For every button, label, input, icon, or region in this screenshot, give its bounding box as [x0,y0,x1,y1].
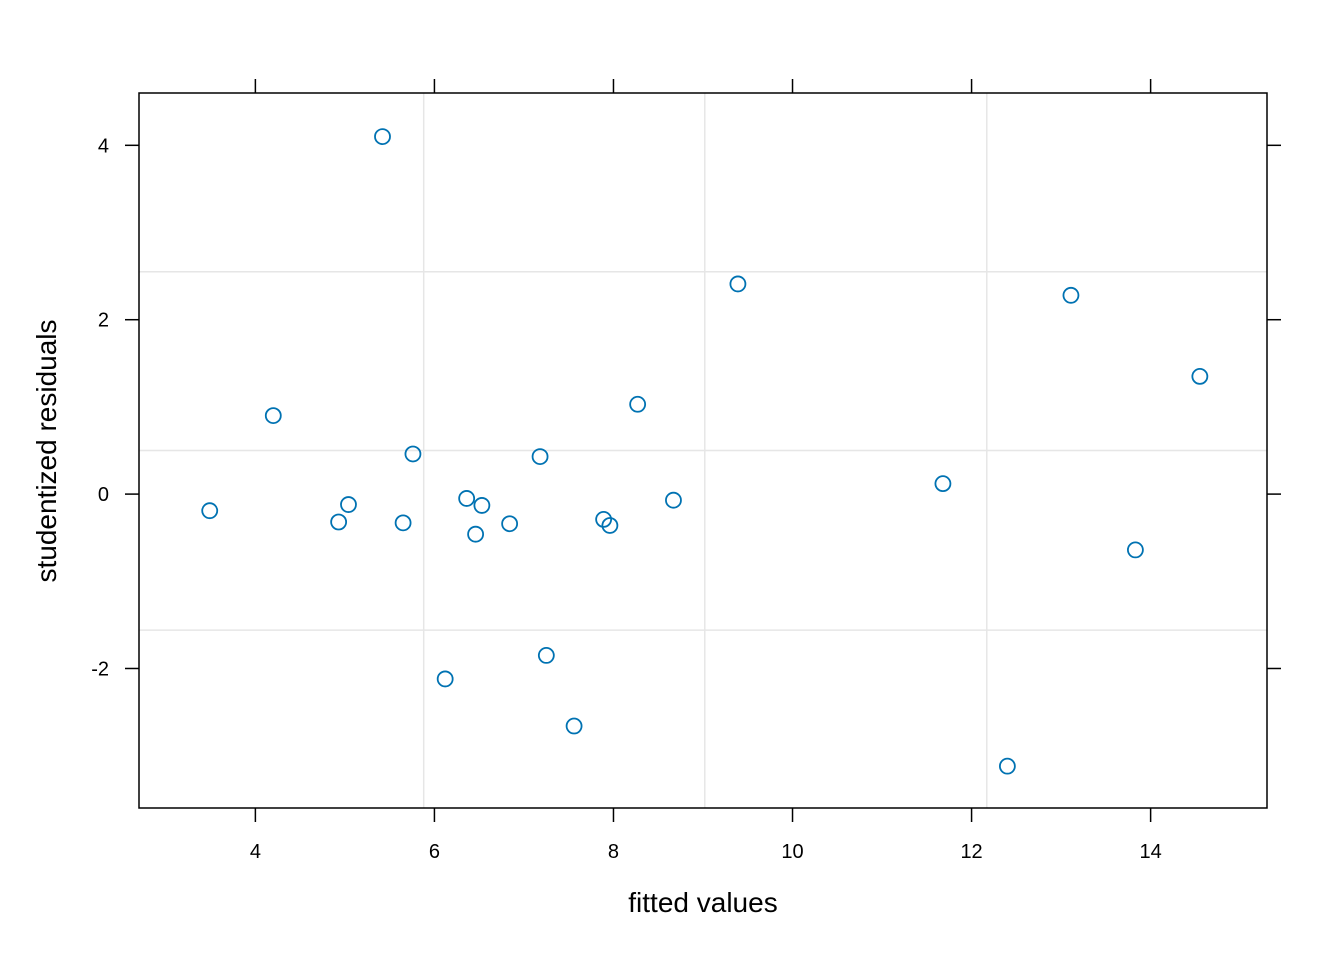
data-point [565,717,583,735]
x-tick-label: 10 [781,841,803,863]
x-tick-label: 4 [250,841,261,863]
axis-ticks: 4 6 8 10 12 14 -2 0 2 4 [91,79,1281,863]
data-point [729,275,747,293]
data-point [330,513,348,531]
plot-frame [138,92,1268,809]
data-point [531,448,549,466]
y-tick-label: 4 [98,135,109,157]
x-tick-label: 14 [1139,841,1161,863]
data-point [665,491,682,509]
data-points [201,128,1209,775]
data-point [1062,286,1080,304]
data-point [458,490,476,507]
data-point [595,510,613,528]
data-point [467,525,485,543]
data-point [394,514,412,532]
data-point [473,497,491,514]
data-point [601,517,619,534]
x-tick-label: 12 [960,841,982,863]
x-tick-label: 6 [429,841,440,863]
data-point [629,395,647,413]
data-point [537,647,555,664]
data-point [374,128,391,145]
y-tick-label: -2 [91,658,109,680]
data-point [340,496,357,513]
data-point [404,445,422,463]
y-axis-title: studentized residuals [31,319,62,582]
grid-lines [139,93,1267,808]
data-point [1191,367,1209,385]
data-point [201,502,219,520]
data-point [998,757,1016,775]
data-point [1127,541,1144,559]
data-point [264,407,282,425]
x-axis-title: fitted values [628,887,777,918]
data-point [934,475,952,493]
y-tick-label: 2 [98,310,109,332]
x-tick-label: 8 [608,841,619,863]
data-point [436,670,454,688]
data-point [501,515,519,533]
y-tick-label: 0 [98,484,109,506]
